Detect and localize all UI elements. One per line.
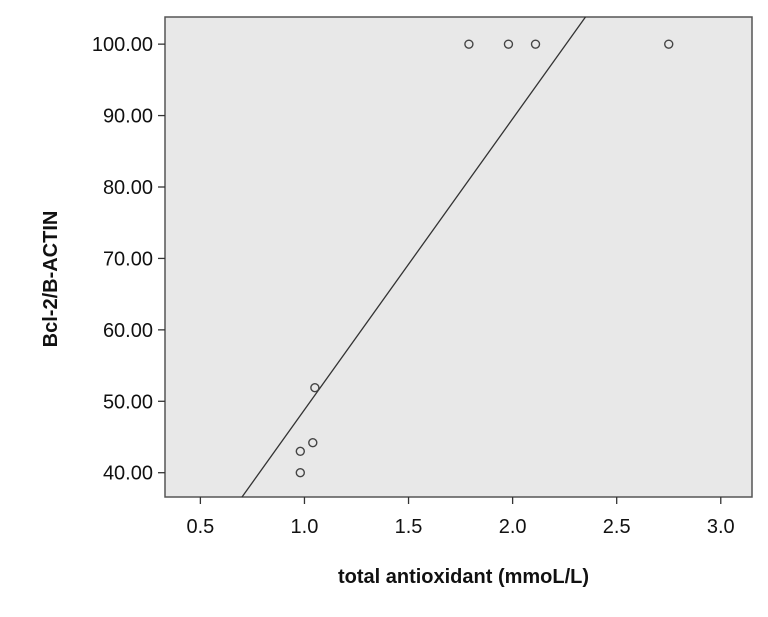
y-axis-title: Bcl-2/B-ACTIN [40,211,62,348]
data-point [295,446,306,456]
x-tick-label: 2.5 [603,516,631,538]
data-point [310,383,320,393]
data-point [308,438,318,448]
x-tick-label: 0.5 [186,516,214,538]
y-tick-label: 50.00 [103,391,153,413]
y-tick-label: 40.00 [103,463,153,485]
x-axis-title: total antioxidant (mmoL/L) [338,566,589,588]
y-tick-label: 70.00 [103,248,153,270]
data-point [503,39,514,49]
x-tick-label: 1.0 [291,516,319,538]
y-tick-label: 60.00 [103,320,153,342]
x-tick-label: 1.5 [395,516,423,538]
regression-line [241,16,587,498]
plot-area [164,16,753,498]
x-axis-ticks: 0.5 1.0 1.5 2.0 2.5 3.0 [186,497,735,538]
x-tick-label: 2.0 [499,516,527,538]
data-point [295,468,306,478]
data-points [295,39,674,478]
data-point [664,39,674,49]
y-tick-label: 80.00 [103,177,153,199]
y-tick-label: 100.00 [92,34,153,56]
y-axis-ticks: 40.00 50.00 60.00 70.00 80.00 90.00 100.00 [92,34,165,485]
x-tick-label: 3.0 [707,516,735,538]
data-point [464,39,474,49]
data-point [530,39,541,49]
y-tick-label: 90.00 [103,106,153,128]
